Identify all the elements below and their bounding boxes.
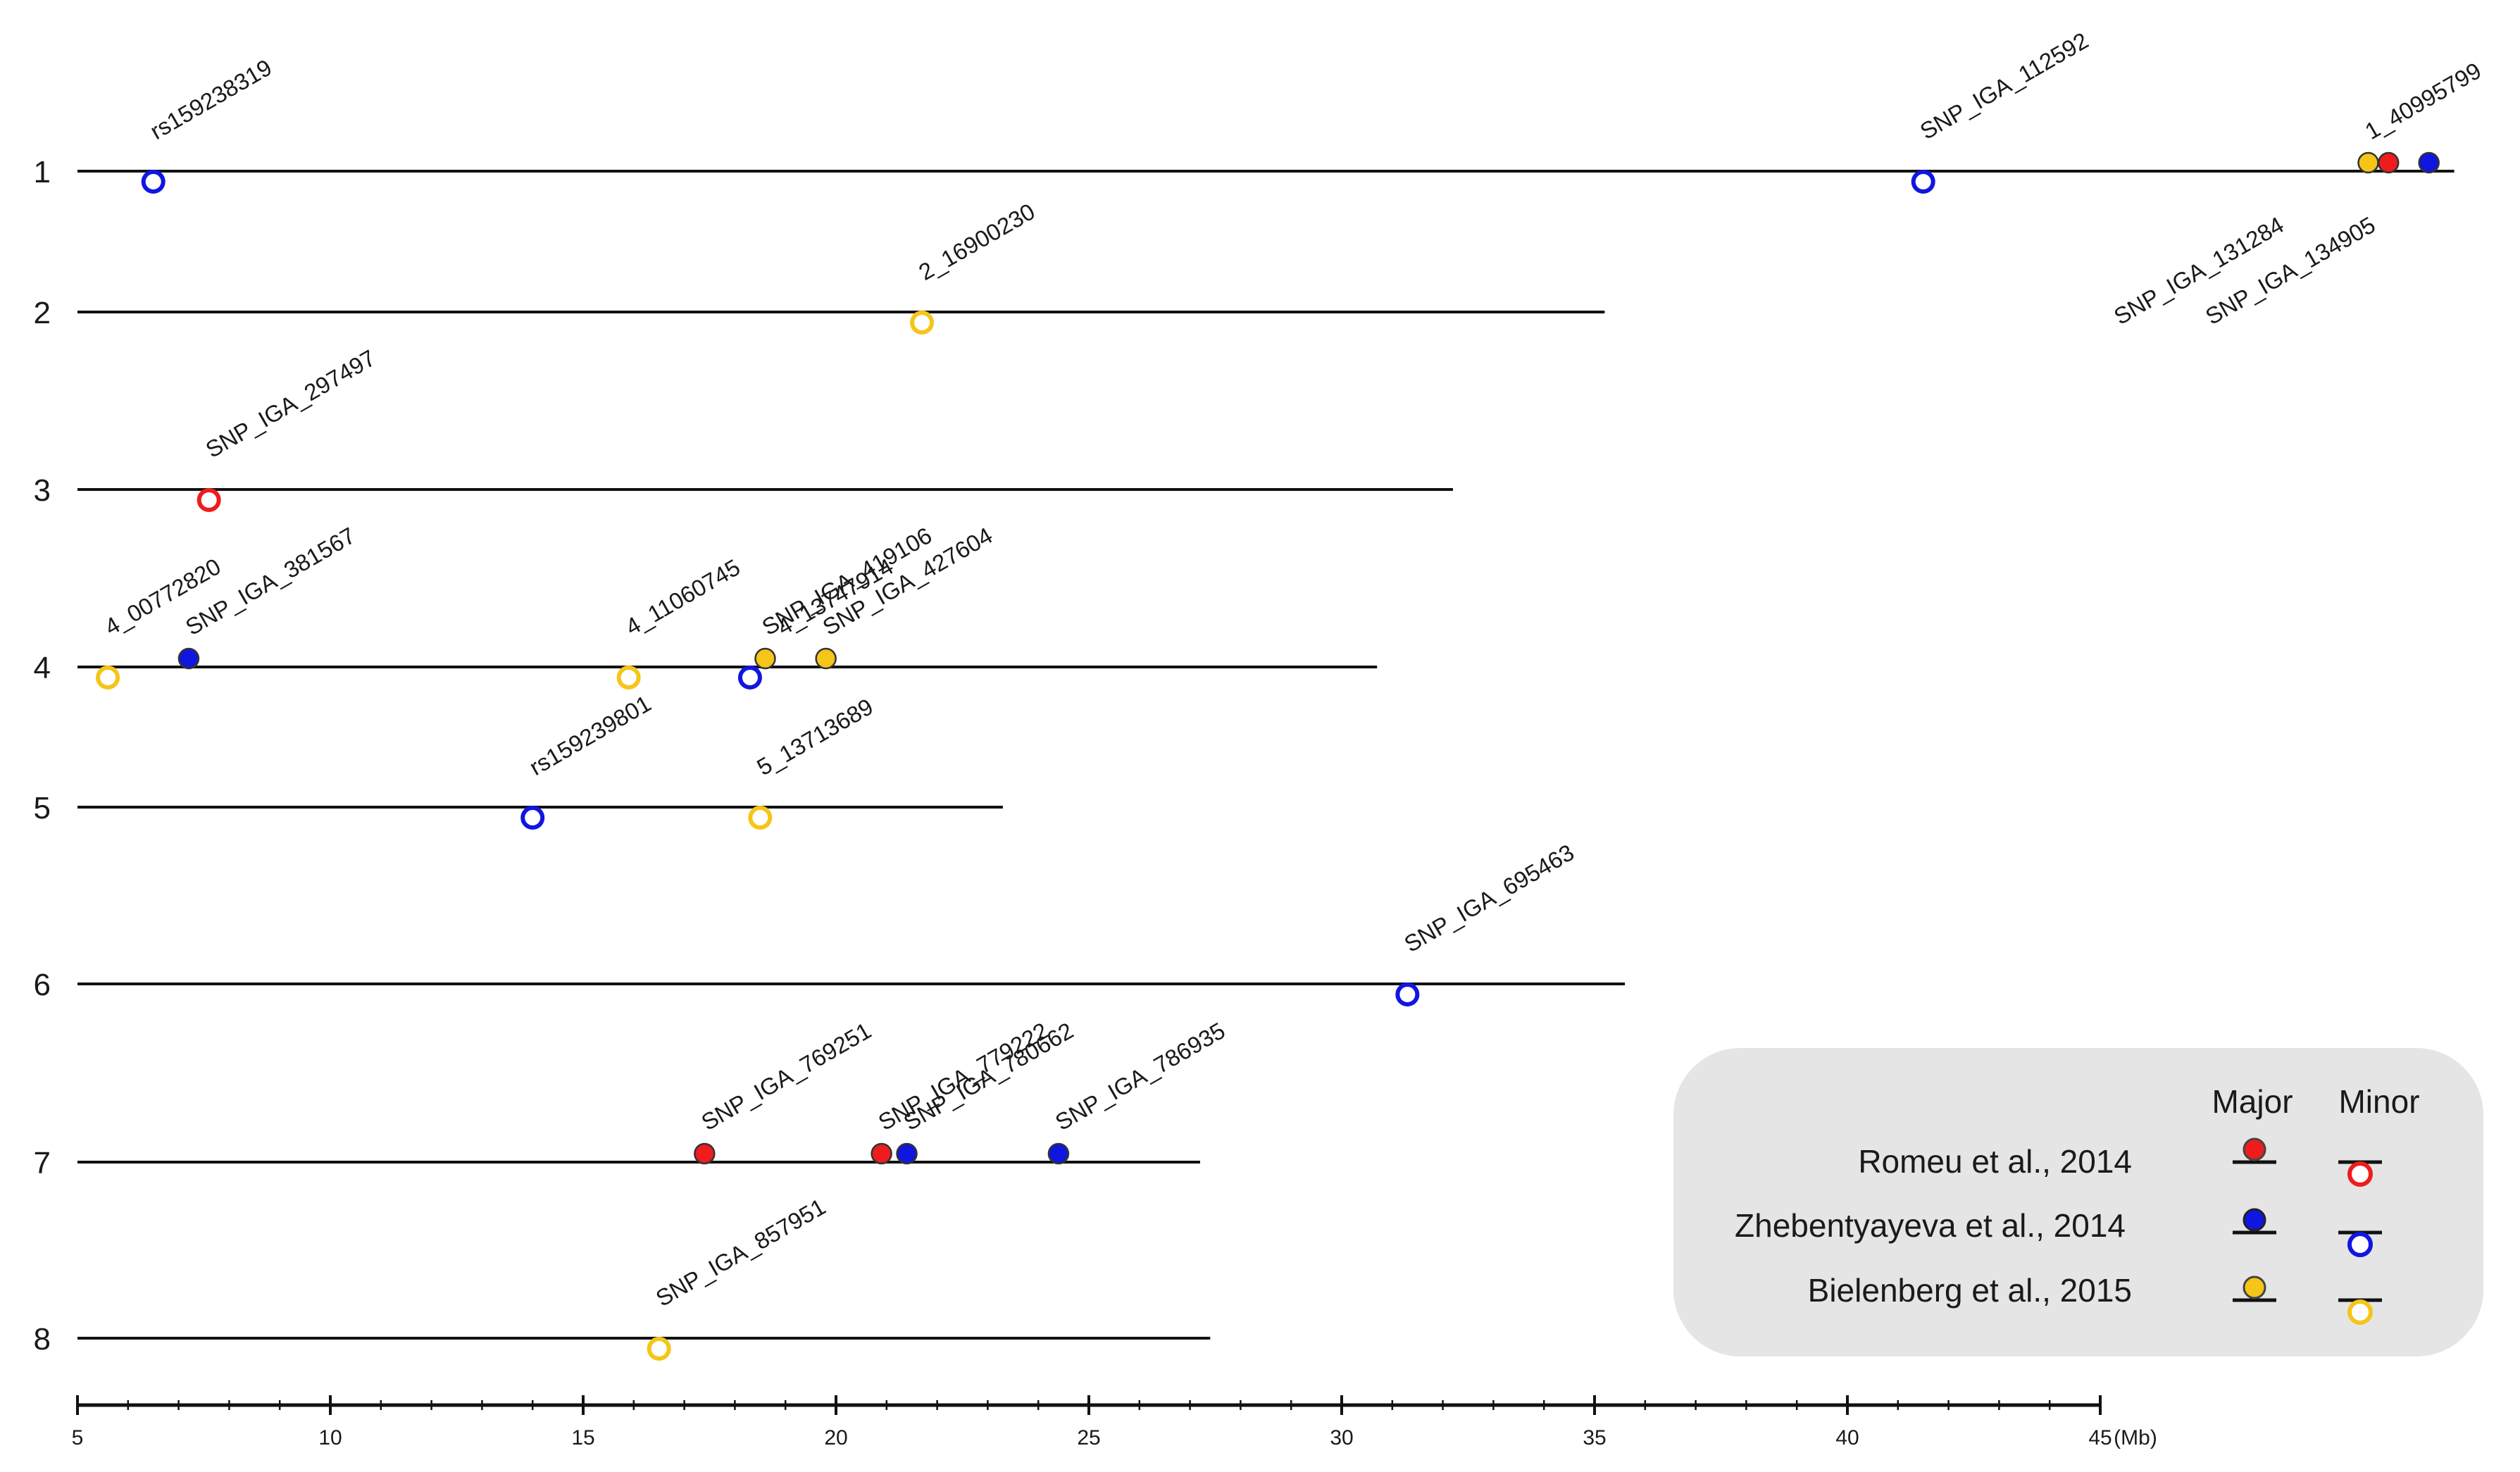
- x-tick-label-5: 5: [72, 1426, 84, 1449]
- snp-marker-bielenberg-et-al-2015-minor-7: [748, 806, 773, 830]
- snp-marker-zhebentyayeva-et-al-2014-major-3: [177, 647, 200, 670]
- snp-label-snp-iga-695463: SNP_IGA_695463: [1399, 839, 1578, 957]
- legend-bielenberg-minor-marker: [2347, 1299, 2373, 1325]
- snp-label-snp-iga-131284: SNP_IGA_131284: [2109, 211, 2288, 330]
- chromosome-label-5: 5: [34, 791, 51, 825]
- legend-entry-bielenberg: Bielenberg et al., 2015: [1808, 1272, 2132, 1309]
- snp-label-rs159238319: rs159238319: [146, 54, 276, 144]
- snp-marker-zhebentyayeva-et-al-2014-major-7: [896, 1142, 918, 1165]
- legend-major-header: Major: [2212, 1083, 2293, 1120]
- snp-marker-bielenberg-et-al-2015-minor-8: [647, 1337, 671, 1361]
- snp-label-5-13713689: 5_13713689: [752, 693, 877, 780]
- snp-label-2-16900230: 2_16900230: [914, 198, 1039, 285]
- snp-label-snp-iga-112592: SNP_IGA_112592: [1916, 27, 2093, 144]
- snp-label-snp-iga-857951: SNP_IGA_857951: [651, 1193, 830, 1311]
- x-tick-label-45: 45: [2088, 1426, 2112, 1449]
- snp-label-rs159239801: rs159239801: [525, 690, 655, 780]
- snp-marker-romeu-et-al-2014-major-0: [2378, 151, 2400, 174]
- chromosome-label-2: 2: [34, 296, 51, 330]
- legend-bielenberg-major-marker: [2243, 1275, 2266, 1299]
- chromosome-label-7: 7: [34, 1146, 51, 1180]
- legend-background: [1673, 1048, 2483, 1356]
- legend-minor-header: Minor: [2338, 1083, 2419, 1120]
- chromosome-layer: 1 2 3 4 5 6 7 8: [34, 155, 2454, 1356]
- x-axis: 5 10 15 20 25 30 35 40 45 (Mb): [72, 1395, 2157, 1449]
- legend-romeu-major-marker: [2243, 1137, 2266, 1161]
- snp-label-4-11060745: 4_11060745: [621, 554, 744, 640]
- snp-label-snp-iga-780662: SNP_IGA_780662: [899, 1017, 1078, 1135]
- snp-marker-bielenberg-et-al-2015-major-0: [2357, 151, 2379, 174]
- x-tick-label-40: 40: [1835, 1426, 1859, 1449]
- chromosome-label-4: 4: [34, 651, 51, 685]
- snp-marker-bielenberg-et-al-2015-minor-3: [96, 666, 120, 690]
- x-tick-label-30: 30: [1330, 1426, 1353, 1449]
- snp-label-snp-iga-297497: SNP_IGA_297497: [201, 344, 380, 463]
- legend: Major Minor Romeu et al., 2014 Zhebentya…: [1673, 1048, 2483, 1356]
- snp-marker-bielenberg-et-al-2015-minor-4: [616, 666, 641, 690]
- snp-point-layer: [96, 151, 2440, 1361]
- snp-marker-zhebentyayeva-et-al-2014-minor-1: [1911, 170, 1935, 194]
- snp-marker-romeu-et-al-2014-major-3: [871, 1142, 892, 1165]
- snp-marker-bielenberg-et-al-2015-major-6: [815, 647, 837, 670]
- legend-entry-zhebentyayeva: Zhebentyayeva et al., 2014: [1735, 1207, 2126, 1244]
- chromosome-label-3: 3: [34, 473, 51, 508]
- legend-zhebentyayeva-minor-marker: [2347, 1232, 2373, 1257]
- snp-marker-zhebentyayeva-et-al-2014-minor-6: [1395, 983, 1420, 1006]
- x-tick-label-35: 35: [1583, 1426, 1606, 1449]
- snp-marker-romeu-et-al-2014-major-2: [694, 1142, 716, 1165]
- x-tick-label-20: 20: [824, 1426, 847, 1449]
- legend-romeu-minor-marker: [2347, 1161, 2373, 1187]
- snp-marker-zhebentyayeva-et-al-2014-major-8: [1047, 1142, 1070, 1165]
- x-tick-label-15: 15: [571, 1426, 594, 1449]
- x-axis-unit: (Mb): [2114, 1426, 2157, 1449]
- snp-label-snp-iga-769251: SNP_IGA_769251: [697, 1017, 875, 1135]
- chromosome-label-1: 1: [34, 155, 51, 189]
- snp-marker-zhebentyayeva-et-al-2014-major-2: [2418, 151, 2440, 174]
- snp-marker-bielenberg-et-al-2015-major-5: [754, 647, 776, 670]
- snp-marker-zhebentyayeva-et-al-2014-minor-5: [520, 806, 545, 830]
- chromosome-label-6: 6: [34, 968, 51, 1002]
- snp-label-1-40995799: 1_40995799: [2361, 57, 2485, 144]
- snp-marker-bielenberg-et-al-2015-minor-2: [910, 311, 935, 335]
- x-tick-label-25: 25: [1077, 1426, 1100, 1449]
- snp-marker-zhebentyayeva-et-al-2014-minor-0: [141, 170, 166, 194]
- x-tick-label-10: 10: [318, 1426, 342, 1449]
- snp-marker-zhebentyayeva-et-al-2014-minor-4: [737, 666, 762, 690]
- legend-entry-romeu: Romeu et al., 2014: [1858, 1143, 2132, 1180]
- snp-marker-romeu-et-al-2014-minor-1: [197, 488, 221, 512]
- chromosome-label-8: 8: [34, 1322, 51, 1356]
- snp-label-snp-iga-786935: SNP_IGA_786935: [1051, 1017, 1230, 1135]
- snp-label-snp-iga-134905: SNP_IGA_134905: [2201, 211, 2380, 330]
- legend-zhebentyayeva-major-marker: [2243, 1208, 2266, 1232]
